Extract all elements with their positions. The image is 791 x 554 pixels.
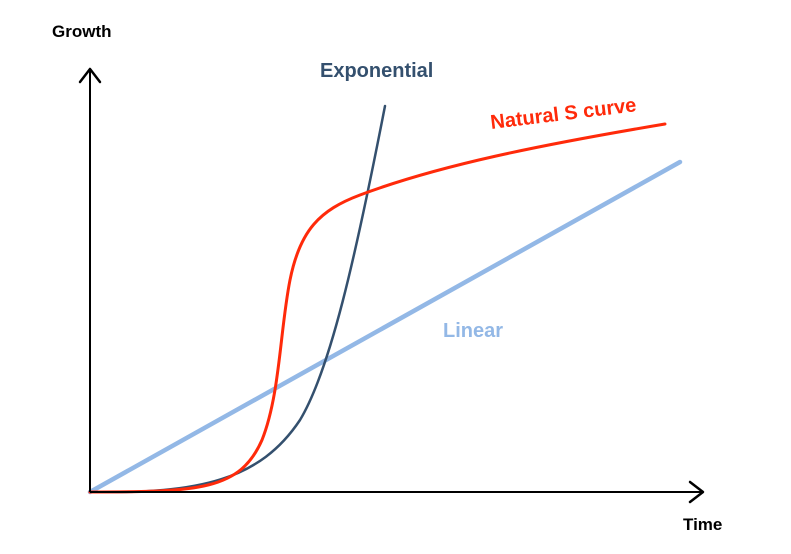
y-axis-arrowhead: [78, 67, 102, 84]
s-curve: [88, 122, 667, 494]
exponential-label: Exponential: [320, 60, 434, 82]
linear-label: Linear: [443, 320, 504, 342]
x-axis-label: Time: [683, 515, 723, 534]
exponential-curve: [88, 104, 387, 494]
y-axis-label: Growth: [52, 22, 112, 41]
x-axis-arrowhead: [688, 480, 705, 504]
linear-line: [87, 159, 683, 495]
